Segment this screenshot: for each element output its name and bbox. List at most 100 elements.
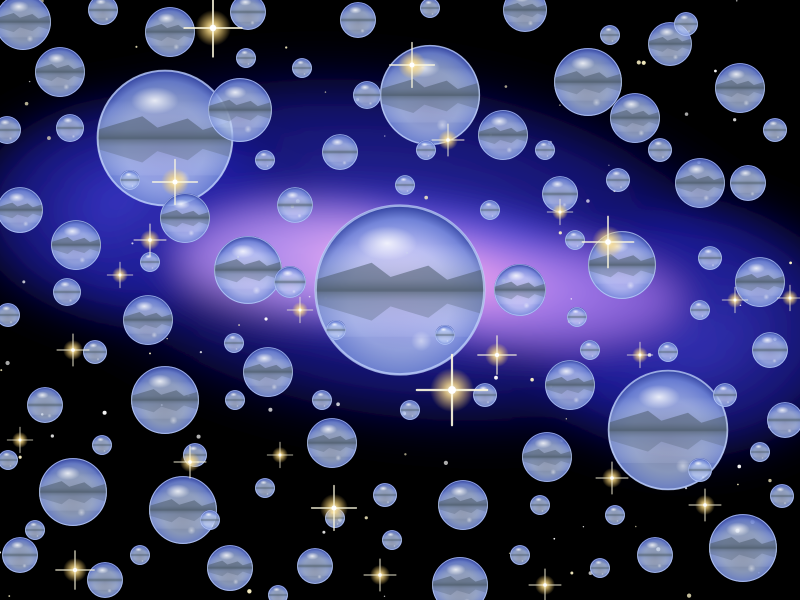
- star: [102, 410, 107, 415]
- bubble: [674, 12, 698, 36]
- bubble: [236, 48, 256, 68]
- bubble: [208, 78, 272, 142]
- bubble: [200, 510, 220, 530]
- star: [553, 537, 556, 540]
- star: [570, 571, 574, 575]
- star: [570, 298, 572, 300]
- bubble: [535, 140, 555, 160]
- star: [565, 418, 568, 420]
- star: [641, 60, 646, 65]
- bubble: [314, 204, 486, 376]
- star: [404, 453, 407, 456]
- bubble: [292, 58, 312, 78]
- star: [322, 530, 326, 534]
- bubble: [274, 266, 306, 298]
- bubble: [297, 548, 333, 584]
- bubble: [580, 340, 600, 360]
- star-sparkle: [721, 286, 749, 314]
- star: [196, 434, 201, 439]
- star: [24, 101, 29, 106]
- bubble: [123, 295, 173, 345]
- bubble: [92, 435, 112, 455]
- bubble: [767, 402, 800, 438]
- star: [364, 516, 368, 520]
- bubble: [225, 390, 245, 410]
- star-sparkle: [151, 158, 199, 206]
- bubble: [503, 0, 547, 32]
- star: [530, 377, 534, 382]
- bubble: [438, 480, 488, 530]
- bubble: [120, 170, 140, 190]
- star: [336, 402, 340, 407]
- bubble: [322, 134, 358, 170]
- star: [737, 464, 742, 469]
- bubble: [416, 140, 436, 160]
- bubble: [353, 81, 381, 109]
- star: [264, 317, 268, 321]
- star: [50, 434, 54, 438]
- star: [131, 242, 134, 245]
- star: [285, 46, 288, 49]
- star: [558, 231, 562, 235]
- star-sparkle: [6, 426, 34, 454]
- star-sparkle: [56, 333, 90, 367]
- bubble: [379, 44, 481, 146]
- star-sparkle: [626, 341, 654, 369]
- bubble: [688, 458, 712, 482]
- bubble: [307, 418, 357, 468]
- bubble: [709, 514, 777, 582]
- bubble: [0, 303, 20, 327]
- star-sparkle: [415, 353, 489, 427]
- bubble: [39, 458, 107, 526]
- star: [308, 295, 311, 298]
- bubble: [600, 25, 620, 45]
- star: [494, 375, 498, 380]
- star: [737, 483, 739, 486]
- star: [714, 69, 717, 73]
- star-sparkle: [688, 488, 722, 522]
- star: [768, 478, 772, 483]
- star-sparkle: [776, 284, 800, 312]
- star-sparkle: [183, 0, 243, 58]
- bubble: [715, 63, 765, 113]
- star-sparkle: [173, 445, 207, 479]
- bubble: [35, 47, 85, 97]
- bubble: [149, 476, 217, 544]
- bubble: [480, 200, 500, 220]
- star: [789, 261, 792, 265]
- bubble: [87, 562, 123, 598]
- bubble: [590, 558, 610, 578]
- bubble: [735, 257, 785, 307]
- star: [149, 352, 151, 355]
- star: [0, 369, 3, 372]
- bubble: [214, 236, 282, 304]
- bubble: [268, 585, 288, 600]
- star: [424, 195, 428, 200]
- star: [8, 595, 11, 597]
- bubble: [25, 520, 45, 540]
- star-sparkle: [528, 568, 562, 600]
- bubble: [522, 432, 572, 482]
- star: [443, 460, 449, 465]
- bubble: [340, 2, 376, 38]
- bubble: [326, 320, 346, 340]
- star: [733, 118, 737, 122]
- star-sparkle: [286, 296, 314, 324]
- bubble: [395, 175, 415, 195]
- star: [634, 525, 637, 528]
- star: [686, 593, 692, 598]
- bubble: [432, 557, 488, 600]
- star-sparkle: [581, 215, 635, 269]
- bubble: [145, 7, 195, 57]
- bubble: [0, 187, 43, 233]
- star: [47, 136, 51, 140]
- star: [608, 164, 610, 166]
- star: [18, 455, 22, 459]
- bubble: [160, 193, 210, 243]
- star-sparkle: [546, 198, 574, 226]
- bubble: [750, 442, 770, 462]
- bubble: [0, 116, 21, 144]
- star: [268, 407, 273, 412]
